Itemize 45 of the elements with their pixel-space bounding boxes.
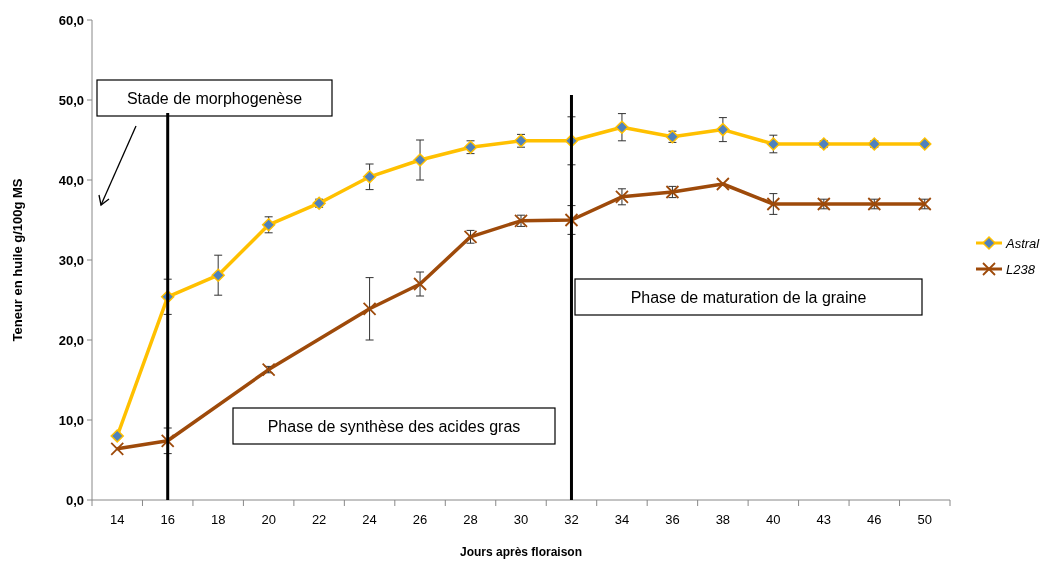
point (110, 441, 125, 456)
x-tick-label: 30 (513, 512, 529, 527)
legend-label: L238 (1006, 261, 1036, 277)
x-tick-label: 16 (160, 512, 175, 527)
x-tick-label: 50 (917, 512, 932, 527)
x-tick-label: 20 (261, 512, 276, 527)
point (716, 122, 730, 137)
point (413, 277, 427, 291)
point (918, 137, 932, 151)
y-tick-label: 40,0 (58, 172, 84, 188)
x-tick-label: 18 (210, 512, 226, 527)
point (211, 268, 225, 282)
x-axis-title: Jours après floraison (459, 545, 583, 559)
point (362, 170, 377, 184)
point (615, 120, 629, 134)
annotation: Phase de maturation de la graine (630, 288, 867, 306)
point (413, 153, 427, 167)
x-tick-label: 28 (463, 512, 478, 527)
y-tick-label: 30,0 (58, 252, 84, 268)
point (362, 301, 377, 316)
y-tick-label: 10,0 (58, 412, 84, 428)
y-tick-label: 60,0 (58, 12, 84, 28)
x-tick-label: 43 (816, 512, 832, 527)
y-tick-label: 20,0 (58, 332, 84, 348)
x-tick-label: 38 (715, 512, 731, 527)
x-tick-label: 32 (564, 512, 579, 527)
point (715, 177, 730, 191)
y-tick-label: 50,0 (58, 92, 84, 108)
annotation: Phase de synthèse des acides gras (267, 417, 521, 435)
x-tick-label: 36 (665, 512, 680, 527)
annotation: Stade de morphogenèse (126, 89, 303, 107)
y-tick-label: 0,0 (65, 492, 84, 508)
x-tick-label: 34 (614, 512, 630, 527)
x-tick-label: 14 (110, 512, 125, 527)
x-tick-label: 40 (766, 512, 781, 527)
x-tick-label: 22 (311, 512, 327, 527)
point (110, 429, 124, 443)
point (766, 197, 781, 211)
legend-label: Astral (1005, 235, 1041, 251)
x-tick-label: 26 (412, 512, 428, 527)
point (564, 213, 579, 227)
x-tick-label: 24 (362, 512, 377, 527)
y-axis-title: Teneur en huile g/100g MS (10, 178, 25, 342)
x-tick-label: 46 (867, 512, 882, 527)
point (160, 433, 175, 448)
